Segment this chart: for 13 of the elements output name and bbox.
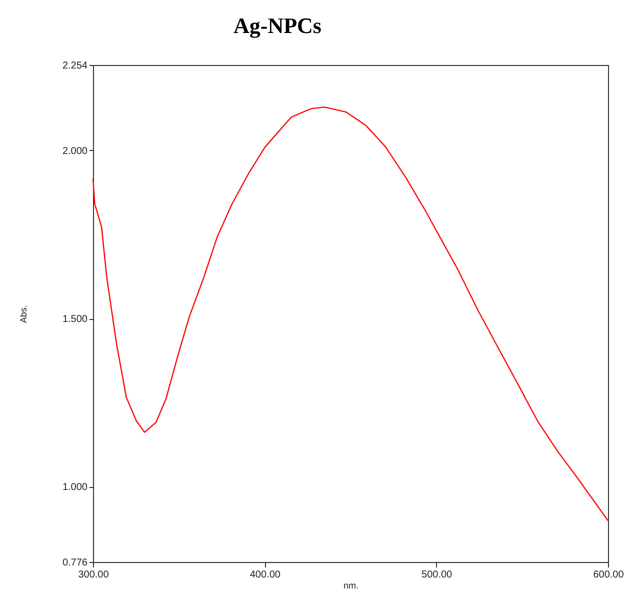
y-tick-label: 1.500 xyxy=(62,314,88,326)
x-tick-label: 300.00 xyxy=(78,570,110,580)
y-axis-title: Abs. xyxy=(18,304,28,324)
x-tick-label: 600.00 xyxy=(593,570,624,580)
y-tick-label: 2.000 xyxy=(62,146,88,157)
y-tick-label: 0.776 xyxy=(62,558,88,568)
y-tick-label: 2.254 xyxy=(62,60,88,72)
line-series xyxy=(92,106,609,522)
x-axis-title: nm. xyxy=(343,580,359,590)
x-tick-label: 400.00 xyxy=(250,570,281,580)
y-tick-label: 1.000 xyxy=(62,482,88,494)
x-tick-label: 500.00 xyxy=(422,570,453,580)
chart-title: Ag-NPCs xyxy=(234,13,322,38)
